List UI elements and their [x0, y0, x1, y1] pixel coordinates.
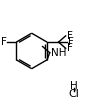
- Text: Cl: Cl: [69, 89, 80, 99]
- Text: F: F: [1, 37, 7, 47]
- Text: H: H: [70, 81, 78, 91]
- Text: NH: NH: [51, 48, 67, 58]
- Text: F: F: [67, 31, 72, 41]
- Text: F: F: [67, 43, 72, 53]
- Text: F: F: [68, 37, 74, 47]
